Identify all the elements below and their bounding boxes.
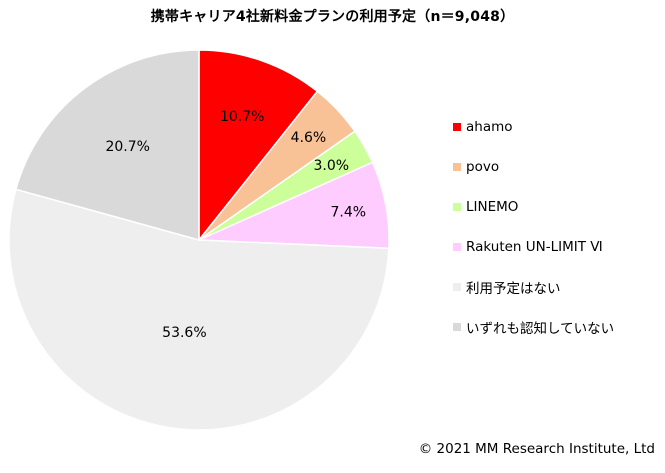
slice-label-2: 3.0% xyxy=(314,158,350,174)
legend-item-2: LINEMO xyxy=(453,198,518,216)
legend-swatch-4 xyxy=(453,283,461,291)
copyright-footer: © 2021 MM Research Institute, Ltd xyxy=(418,441,655,457)
slice-label-1: 4.6% xyxy=(291,130,327,146)
legend-label-1: povo xyxy=(466,159,500,175)
legend-label-3: Rakuten UN-LIMIT Ⅵ xyxy=(466,239,603,255)
legend-swatch-5 xyxy=(453,323,461,331)
legend-item-5: いずれも認知していない xyxy=(453,318,615,337)
slice-label-5: 20.7% xyxy=(105,139,149,155)
slice-label-0: 10.7% xyxy=(220,109,264,125)
legend-label-5: いずれも認知していない xyxy=(466,321,615,337)
legend-label-0: ahamo xyxy=(466,119,513,135)
legend-item-1: povo xyxy=(453,158,499,176)
legend-item-0: ahamo xyxy=(453,118,513,136)
pie-slice-5 xyxy=(14,49,200,241)
pie-slice-0 xyxy=(198,49,319,243)
legend-item-4: 利用予定はない xyxy=(453,278,561,297)
legend-swatch-0 xyxy=(453,123,461,131)
legend-swatch-2 xyxy=(453,203,461,211)
legend-swatch-1 xyxy=(453,163,461,171)
legend-swatch-3 xyxy=(453,243,461,251)
slice-label-4: 53.6% xyxy=(162,325,206,341)
pie-slice-4 xyxy=(8,188,390,431)
legend-item-3: Rakuten UN-LIMIT Ⅵ xyxy=(453,238,603,256)
chart-title: 携帯キャリア4社新料金プランの利用予定（n＝9,048） xyxy=(150,9,515,25)
legend-label-2: LINEMO xyxy=(466,199,519,215)
slice-label-3: 7.4% xyxy=(331,205,367,221)
legend-label-4: 利用予定はない xyxy=(466,281,561,297)
